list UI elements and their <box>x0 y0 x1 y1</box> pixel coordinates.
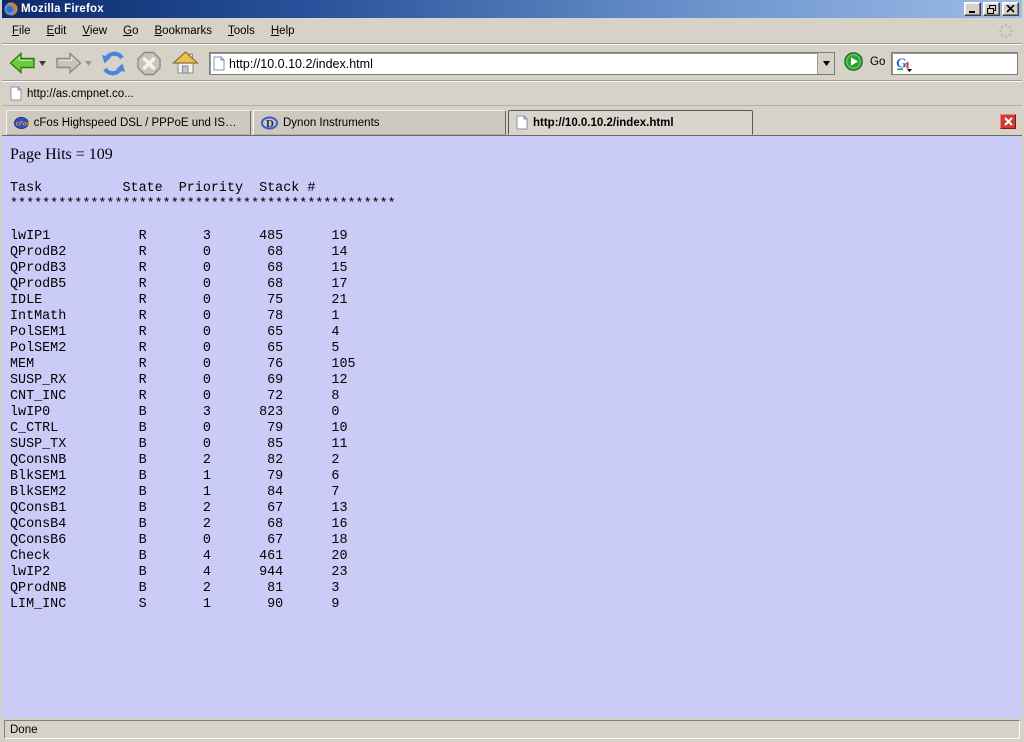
menu-tools[interactable]: Tools <box>228 24 255 37</box>
url-bar <box>209 52 835 75</box>
svg-text:G: G <box>896 57 907 72</box>
back-icon <box>9 51 35 75</box>
back-button[interactable] <box>8 50 46 76</box>
go-button[interactable] <box>844 52 863 71</box>
menu-items: File Edit View Go Bookmarks Tools Help <box>4 21 303 41</box>
stop-button[interactable] <box>136 51 162 76</box>
title-bar: Mozilla Firefox <box>2 0 1022 18</box>
nav-toolbar: Go G <box>2 44 1024 81</box>
forward-button[interactable] <box>54 50 92 76</box>
tab-current[interactable]: http://10.0.10.2/index.html <box>508 110 753 135</box>
go-icon <box>844 52 863 71</box>
tab-label: http://10.0.10.2/index.html <box>533 116 674 129</box>
tab-label: cFos Highspeed DSL / PPPoE und ISDN CAP.… <box>33 116 243 129</box>
menu-help[interactable]: Help <box>270 24 295 37</box>
menu-bar: File Edit View Go Bookmarks Tools Help <box>2 18 1022 44</box>
menu-file[interactable]: File <box>12 24 31 37</box>
bookmark-item[interactable]: http://as.cmpnet.co... <box>10 86 134 101</box>
dropdown-arrow-icon <box>822 61 830 66</box>
window-title: Mozilla Firefox <box>21 3 104 15</box>
svg-text:cFos: cFos <box>16 121 29 127</box>
window-controls <box>964 2 1020 16</box>
close-button[interactable] <box>1002 2 1019 16</box>
throbber-icon <box>998 23 1014 39</box>
home-icon <box>172 51 199 74</box>
svg-text:D: D <box>266 118 274 130</box>
url-input[interactable] <box>225 53 817 74</box>
page-hits-text: Page Hits = 109 <box>10 146 113 163</box>
page-content: Page Hits = 109 Task State Priority Stac… <box>2 136 1022 718</box>
home-button[interactable] <box>172 51 199 76</box>
page-icon <box>10 86 22 101</box>
search-input[interactable] <box>912 53 1024 74</box>
google-search-icon[interactable]: G <box>895 55 912 72</box>
restore-button[interactable] <box>983 2 1000 16</box>
status-panel: Done <box>4 720 1020 739</box>
tab-label: Dynon Instruments <box>283 116 380 129</box>
restore-icon <box>987 4 996 14</box>
task-table: Task State Priority Stack # ************… <box>10 181 396 612</box>
bookmarks-bar: http://as.cmpnet.co... <box>2 81 1022 106</box>
menu-edit[interactable]: Edit <box>46 24 67 37</box>
menu-view[interactable]: View <box>82 24 108 37</box>
tab-bar: cFos cFos Highspeed DSL / PPPoE und ISDN … <box>2 106 1022 136</box>
status-bar: Done <box>2 718 1022 742</box>
close-icon <box>1006 5 1015 13</box>
forward-icon <box>56 51 82 75</box>
minimize-button[interactable] <box>964 2 981 16</box>
tab-dynon[interactable]: D Dynon Instruments <box>253 110 506 135</box>
status-text: Done <box>10 723 38 736</box>
page-icon <box>516 115 528 130</box>
close-tab-icon <box>1003 117 1013 126</box>
tab-close-button[interactable] <box>1000 114 1016 129</box>
reload-icon <box>102 51 125 76</box>
search-bar: G <box>891 52 1024 75</box>
cfos-icon: cFos <box>14 116 29 129</box>
dynon-icon: D <box>261 116 278 130</box>
firefox-logo-icon <box>4 2 18 16</box>
stop-icon <box>137 51 161 76</box>
go-label[interactable]: Go <box>870 55 886 68</box>
menu-bookmarks[interactable]: Bookmarks <box>154 24 212 37</box>
bookmark-label: http://as.cmpnet.co... <box>27 87 134 100</box>
tab-cfos[interactable]: cFos cFos Highspeed DSL / PPPoE und ISDN … <box>6 110 251 135</box>
forward-dropdown-icon <box>85 60 92 66</box>
page-icon <box>213 56 225 71</box>
reload-button[interactable] <box>100 51 127 76</box>
minimize-icon <box>969 11 975 13</box>
url-history-dropdown[interactable] <box>817 53 834 74</box>
back-dropdown-icon <box>39 60 46 66</box>
menu-go[interactable]: Go <box>123 24 139 37</box>
